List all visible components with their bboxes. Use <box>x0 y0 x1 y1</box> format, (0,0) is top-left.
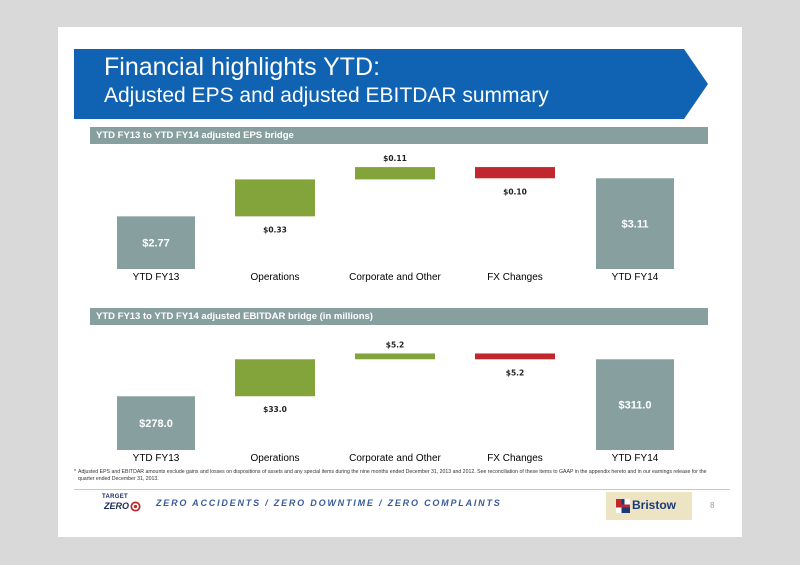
ebitdar-category-label-2: Corporate and Other <box>349 453 441 464</box>
ebitdar-bar-4 <box>596 359 674 450</box>
eps-bar-1 <box>235 179 315 217</box>
ebitdar-category-label-3: FX Changes <box>487 453 543 464</box>
eps-category-label-4: YTD FY14 <box>612 272 659 283</box>
ebitdar-bar-2 <box>355 353 435 360</box>
ebitdar-category-label-1: Operations <box>251 453 300 464</box>
ebitdar-bridge-chart: $278.0 YTD FY13 $33.0 Operations $5.2 Corpora… <box>117 340 674 464</box>
title-banner: Financial highlights YTD: Adjusted EPS a… <box>74 49 684 119</box>
eps-bar-3 <box>475 167 555 179</box>
footnote: * Adjusted EPS and EBITDAR amounts exclu… <box>74 469 718 483</box>
footer-slogan: ZERO ACCIDENTS / ZERO DOWNTIME / ZERO CO… <box>156 498 502 508</box>
page-subtitle: Adjusted EPS and adjusted EBITDAR summar… <box>104 84 549 107</box>
page-title: Financial highlights YTD: <box>104 53 381 81</box>
target-zero-logo: TARGET ZERO <box>100 494 144 516</box>
bristow-logo: Bristow <box>606 492 692 520</box>
slide: Financial highlights YTD: Adjusted EPS a… <box>58 27 742 537</box>
footnote-text: Adjusted EPS and EBITDAR amounts exclude… <box>78 469 707 482</box>
eps-bridge-chart: $2.77 YTD FY13 $0.33 Operations $0.11 Corpora… <box>117 154 674 283</box>
target-icon <box>130 501 141 512</box>
eps-section-header: YTD FY13 to YTD FY14 adjusted EPS bridge <box>90 127 708 144</box>
ebitdar-section-header: YTD FY13 to YTD FY14 adjusted EBITDAR br… <box>90 308 708 325</box>
ebitdar-value-label-2: $5.2 <box>386 340 405 349</box>
ebitdar-value-label-0: $278.0 <box>139 418 173 430</box>
target-zero-logo-line1: TARGET <box>102 494 129 500</box>
target-zero-logo-line2: ZERO <box>104 501 130 511</box>
ebitdar-category-label-4: YTD FY14 <box>612 453 659 464</box>
ebitdar-bar-3 <box>475 353 555 360</box>
footnote-mark: * <box>74 469 77 475</box>
ebitdar-value-label-4: $311.0 <box>618 400 651 412</box>
eps-category-label-2: Corporate and Other <box>349 272 441 283</box>
eps-category-label-0: YTD FY13 <box>133 272 180 283</box>
eps-bar-4 <box>596 178 674 269</box>
eps-bar-0 <box>117 216 195 269</box>
footer-divider <box>74 489 730 490</box>
eps-category-label-3: FX Changes <box>487 272 543 283</box>
eps-value-label-0: $2.77 <box>142 238 170 250</box>
bristow-mark-icon <box>616 499 630 513</box>
bristow-wordmark: Bristow <box>632 498 677 512</box>
eps-value-label-2: $0.11 <box>383 154 407 163</box>
ebitdar-category-label-0: YTD FY13 <box>133 453 180 464</box>
ebitdar-bar-1 <box>235 359 315 397</box>
eps-bar-2 <box>355 167 435 180</box>
eps-category-label-1: Operations <box>251 272 300 283</box>
title-banner-arrow <box>684 49 708 119</box>
page-number: 8 <box>710 501 715 510</box>
ebitdar-bar-0 <box>117 396 195 450</box>
ebitdar-value-label-3: $5.2 <box>506 368 525 377</box>
eps-value-label-4: $3.11 <box>622 219 649 231</box>
eps-value-label-1: $0.33 <box>263 225 287 234</box>
ebitdar-value-label-1: $33.0 <box>263 405 287 414</box>
eps-value-label-3: $0.10 <box>503 187 527 196</box>
